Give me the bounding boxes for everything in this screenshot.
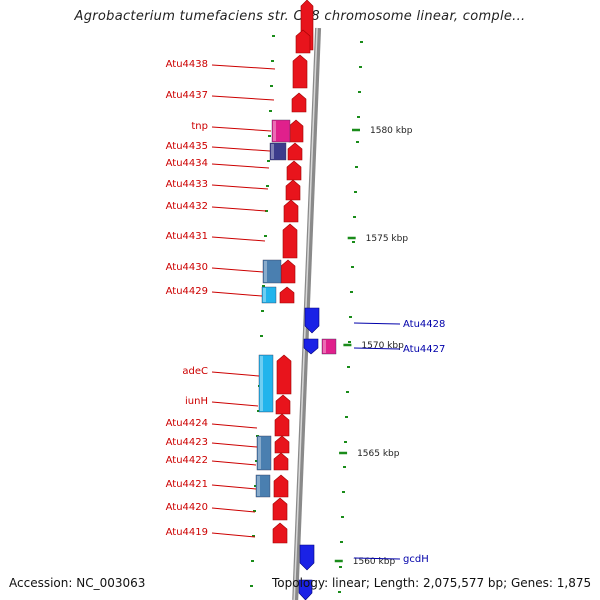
gene-label-leader <box>211 146 271 152</box>
forward-gene-arrow[interactable] <box>274 413 290 437</box>
forward-gene-label[interactable]: tnp <box>191 121 208 132</box>
forward-gene-arrow[interactable] <box>274 435 290 454</box>
forward-gene-arrow[interactable] <box>273 474 289 498</box>
forward-gene-arrow[interactable] <box>292 54 308 89</box>
gene-label-leader <box>211 423 258 429</box>
reverse-gene-label[interactable]: Atu4427 <box>403 344 445 355</box>
forward-gene-label[interactable]: adeC <box>182 366 208 377</box>
gene-label-leader <box>211 64 276 70</box>
forward-gene-arrow[interactable] <box>286 160 302 181</box>
forward-gene-label[interactable]: Atu4433 <box>166 179 208 190</box>
forward-gene-arrow[interactable] <box>282 223 298 259</box>
forward-gene-label[interactable]: Atu4430 <box>166 262 208 273</box>
gene-label-leader <box>211 163 270 169</box>
forward-gene-label[interactable]: Atu4424 <box>166 418 208 429</box>
gene-label-leader <box>211 460 257 466</box>
forward-gene-arrow[interactable] <box>276 354 292 395</box>
reverse-gene-label[interactable]: gcdH <box>403 554 429 565</box>
forward-gene-arrow[interactable] <box>283 199 299 223</box>
gene-label-leader <box>211 95 275 101</box>
cog-feature-box <box>255 474 271 498</box>
forward-gene-arrow[interactable] <box>287 142 303 161</box>
gene-label-leader <box>211 126 272 132</box>
gene-label-leader <box>353 557 401 560</box>
forward-gene-arrow[interactable] <box>275 394 291 415</box>
reverse-gene-arrow[interactable] <box>304 307 320 334</box>
forward-gene-label[interactable]: Atu4435 <box>166 141 208 152</box>
gene-label-leader <box>211 484 257 490</box>
forward-gene-arrow[interactable] <box>279 286 295 304</box>
forward-gene-label[interactable]: Atu4437 <box>166 90 208 101</box>
forward-gene-arrow[interactable] <box>288 119 304 143</box>
cog-feature-box <box>321 338 337 355</box>
gene-label-leader <box>353 322 401 325</box>
gene-label-leader <box>211 267 264 273</box>
topology-summary: Topology: linear; Length: 2,075,577 bp; … <box>272 576 592 590</box>
forward-gene-label[interactable]: Atu4431 <box>166 231 208 242</box>
reverse-gene-arrow[interactable] <box>299 544 315 571</box>
cog-feature-box <box>261 286 277 304</box>
gene-label-leader <box>211 507 256 513</box>
gene-label-leader <box>211 401 259 407</box>
map-title: Agrobacterium tumefaciens str. C58 chrom… <box>74 9 526 24</box>
cog-feature-box <box>256 435 272 471</box>
scale-tick-label: 1570 kbp <box>361 341 404 351</box>
forward-gene-label[interactable]: Atu4420 <box>166 502 208 513</box>
forward-gene-label[interactable]: Atu4419 <box>166 527 208 538</box>
scale-tick-label: 1565 kbp <box>357 449 400 459</box>
gene-label-leader <box>211 371 260 377</box>
forward-gene-label[interactable]: Atu4432 <box>166 201 208 212</box>
forward-gene-arrow[interactable] <box>273 452 289 471</box>
reverse-gene-arrow[interactable] <box>298 579 313 600</box>
gene-label-leader <box>211 206 267 212</box>
cog-feature-box <box>258 354 274 413</box>
forward-gene-arrow[interactable] <box>272 497 288 521</box>
forward-gene-arrow[interactable] <box>295 29 311 54</box>
forward-gene-label[interactable]: Atu4423 <box>166 437 208 448</box>
cog-feature-box <box>269 142 287 161</box>
forward-gene-arrow[interactable] <box>291 92 307 113</box>
forward-gene-arrow[interactable] <box>280 259 296 284</box>
scale-tick-label: 1575 kbp <box>366 234 409 244</box>
gene-label-leader <box>211 236 266 242</box>
forward-gene-arrow[interactable] <box>272 522 288 544</box>
gene-label-leader <box>353 347 401 350</box>
reverse-gene-arrow[interactable] <box>303 338 319 355</box>
forward-gene-label[interactable]: Atu4422 <box>166 455 208 466</box>
forward-gene-label[interactable]: Atu4429 <box>166 286 208 297</box>
forward-gene-label[interactable]: iunH <box>185 396 208 407</box>
scale-tick-label: 1580 kbp <box>370 126 413 136</box>
gene-label-leader <box>211 291 263 297</box>
forward-gene-arrow[interactable] <box>285 179 301 201</box>
forward-gene-label[interactable]: Atu4434 <box>166 158 208 169</box>
forward-gene-label[interactable]: Atu4421 <box>166 479 208 490</box>
accession-text: Accession: NC_003063 <box>9 576 146 590</box>
cog-feature-box <box>271 119 291 143</box>
scale-tick-label: 1560 kbp <box>353 557 396 567</box>
forward-gene-label[interactable]: Atu4438 <box>166 59 208 70</box>
reverse-gene-label[interactable]: Atu4428 <box>403 319 445 330</box>
gene-label-leader <box>211 184 269 190</box>
gene-label-leader <box>211 442 258 448</box>
gene-label-leader <box>211 532 256 538</box>
